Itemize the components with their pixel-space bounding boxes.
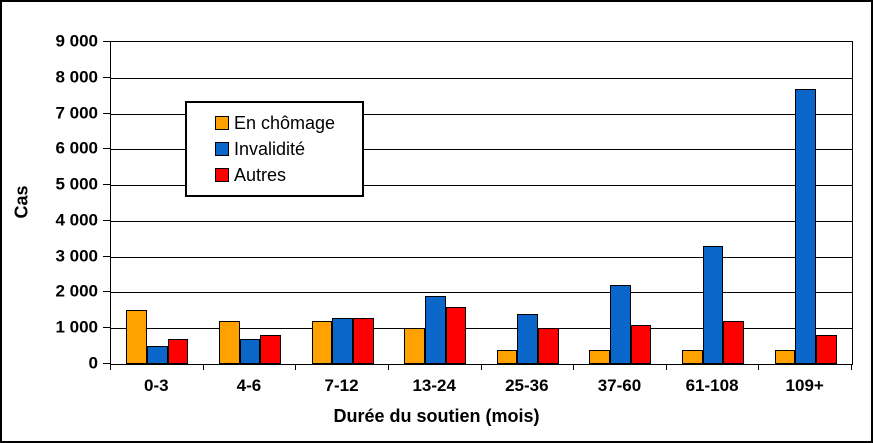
bar-Autres-4-6 — [260, 335, 281, 364]
bar-Invalidité-61-108 — [702, 245, 724, 364]
legend-label-autres: Autres — [234, 165, 287, 185]
y-tick-label: 3 000 — [55, 246, 98, 266]
y-tick-label: 0 — [88, 353, 98, 373]
y-axis-tick — [103, 148, 110, 150]
x-tick-label-25-36: 25-36 — [505, 376, 549, 395]
bar-Autres-61-108 — [723, 321, 745, 364]
y-axis-tick — [103, 291, 110, 293]
plot-area — [110, 41, 853, 365]
x-tick-label-0-3: 0-3 — [144, 376, 169, 395]
legend-swatch-invalidite — [215, 142, 229, 156]
x-tick-label-61-108: 61-108 — [685, 376, 739, 395]
legend: En chômage Invalidité Autres — [185, 101, 364, 197]
bar-En chômage-7-12 — [311, 321, 333, 364]
x-axis-tick — [665, 364, 667, 370]
bar-Invalidité-0-3 — [146, 346, 168, 364]
y-tick-label: 1 000 — [55, 317, 98, 337]
legend-label-invalidite: Invalidité — [234, 139, 306, 159]
x-axis-tick — [387, 364, 389, 370]
bar-Invalidité-13-24 — [424, 296, 446, 364]
x-axis-title: Durée du soutien (mois) — [333, 406, 540, 426]
gridline — [111, 185, 852, 187]
bar-En chômage-109+ — [774, 349, 796, 364]
y-axis-tick — [103, 255, 110, 257]
bar-Autres-37-60 — [630, 324, 652, 364]
bar-En chômage-4-6 — [218, 321, 240, 364]
x-tick-label-37-60: 37-60 — [597, 376, 642, 395]
bar-En chômage-61-108 — [682, 349, 703, 364]
y-tick-label: 4 000 — [55, 210, 98, 230]
bar-En chômage-25-36 — [496, 349, 518, 364]
x-tick-label-7-12: 7-12 — [324, 376, 359, 395]
x-axis-tick — [480, 364, 482, 370]
legend-item-invalidite: Invalidité — [215, 140, 358, 158]
legend-item-en-chomage: En chômage — [215, 114, 358, 132]
y-axis-tick — [103, 184, 110, 186]
y-axis-tick — [103, 41, 110, 42]
bar-Invalidité-109+ — [795, 88, 817, 364]
x-tick-label-13-24: 13-24 — [412, 376, 456, 395]
y-tick-label: 5 000 — [55, 174, 98, 194]
gridline — [111, 113, 852, 115]
bar-Autres-109+ — [816, 335, 837, 364]
y-axis-tick — [103, 112, 110, 114]
gridline — [111, 292, 852, 294]
gridline — [111, 149, 852, 151]
y-tick-label: 6 000 — [55, 138, 98, 158]
bar-Autres-13-24 — [445, 306, 467, 364]
bar-Autres-0-3 — [167, 338, 189, 364]
x-tick-label-109+: 109+ — [785, 376, 824, 395]
y-tick-label: 7 000 — [55, 103, 98, 123]
bar-En chômage-0-3 — [126, 310, 147, 364]
x-axis-tick — [295, 364, 297, 370]
legend-swatch-en-chomage — [215, 116, 229, 130]
x-axis-tick — [110, 364, 111, 370]
y-tick-label: 9 000 — [55, 31, 98, 51]
legend-label-en-chomage: En chômage — [234, 113, 336, 133]
x-tick-label-4-6: 4-6 — [236, 376, 262, 395]
bar-Invalidité-4-6 — [239, 338, 261, 364]
legend-item-autres: Autres — [215, 166, 358, 184]
bar-Invalidité-37-60 — [610, 285, 631, 364]
gridline — [111, 220, 852, 222]
bar-En chômage-37-60 — [589, 349, 611, 364]
x-axis-tick — [758, 364, 760, 370]
bar-Autres-25-36 — [538, 328, 559, 364]
legend-swatch-autres — [215, 168, 229, 182]
gridline — [111, 77, 852, 79]
x-axis-tick — [851, 364, 852, 370]
y-tick-label: 2 000 — [55, 281, 98, 301]
bar-En chômage-13-24 — [404, 328, 425, 364]
y-tick-label: 8 000 — [55, 67, 98, 87]
bar-Invalidité-25-36 — [517, 313, 539, 364]
x-axis-tick — [573, 364, 575, 370]
bar-Invalidité-7-12 — [332, 317, 353, 364]
bar-Autres-7-12 — [352, 317, 374, 364]
y-axis-tick — [103, 363, 110, 364]
y-axis-tick — [103, 327, 110, 329]
gridline — [111, 328, 852, 330]
y-axis-tick — [103, 219, 110, 221]
gridline — [111, 256, 852, 258]
x-axis-tick — [202, 364, 204, 370]
y-axis-tick — [103, 76, 110, 78]
